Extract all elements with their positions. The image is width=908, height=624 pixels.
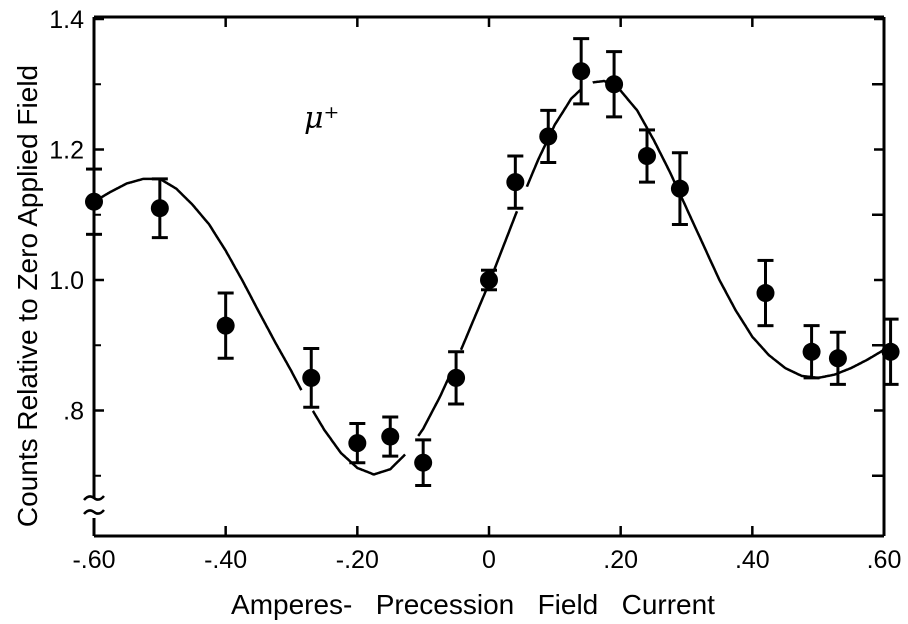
data-point [302, 368, 321, 387]
data-point-group [216, 291, 235, 360]
data-point-group [447, 350, 466, 406]
data-point-group [756, 258, 775, 328]
fit-curve-segment [311, 410, 406, 476]
data-point-group [506, 154, 525, 210]
y-axis-ticks: 1.4 1.2 1.0 .8 [49, 6, 884, 477]
data-point [638, 147, 656, 166]
data-point [480, 271, 498, 289]
fit-curve-segment [592, 79, 885, 380]
data-points [85, 37, 900, 488]
axis-break-lower [83, 509, 105, 515]
data-point [756, 284, 775, 303]
fit-curve-segment [417, 371, 453, 437]
x-tick-label: -.40 [204, 546, 247, 574]
x-tick-label: .60 [867, 546, 902, 574]
fit-curve-segment [525, 88, 583, 188]
data-point [348, 434, 367, 453]
fit-curve [93, 79, 885, 476]
data-point-group [802, 324, 821, 380]
data-point [414, 453, 433, 472]
data-point [506, 173, 525, 192]
data-point [802, 342, 821, 361]
data-point-group [828, 330, 847, 386]
axis-break-upper [83, 495, 105, 501]
data-point-group [480, 268, 498, 292]
data-point-group [85, 167, 103, 236]
x-tick-label: .20 [603, 546, 638, 574]
data-point [150, 199, 169, 218]
data-point [828, 349, 847, 368]
data-point [605, 75, 624, 94]
data-point-group [348, 422, 367, 465]
data-point-group [381, 415, 400, 458]
data-point [85, 192, 103, 211]
x-tick-label: 0 [482, 546, 496, 574]
data-point-group [150, 177, 169, 240]
x-tick-label: -.60 [72, 546, 115, 574]
data-point-group [572, 37, 591, 106]
series-annotation: μ⁺ [304, 101, 339, 136]
y-tick-label: 1.0 [49, 267, 84, 295]
data-point [216, 316, 235, 335]
data-point-group [302, 347, 321, 409]
data-point [539, 127, 558, 146]
y-axis-title: Counts Relative to Zero Applied Field [12, 65, 43, 527]
x-tick-label: .40 [735, 546, 770, 574]
y-tick-label: .8 [63, 398, 84, 426]
fit-curve-segment [93, 177, 303, 391]
data-point [572, 62, 591, 81]
data-point [447, 368, 466, 387]
data-point-group [638, 128, 656, 184]
data-point-group [539, 108, 558, 165]
data-point-group [881, 317, 900, 386]
y-tick-label: 1.2 [49, 137, 84, 165]
x-axis-ticks: -.60 -.40 -.20 0 .20 .40 .60 [72, 17, 901, 574]
x-tick-label: -.20 [336, 546, 379, 574]
data-point [881, 342, 900, 361]
data-point-group [414, 438, 433, 488]
data-point-group [670, 151, 689, 227]
data-point [670, 179, 689, 198]
y-tick-label: 1.4 [49, 6, 84, 34]
data-point-group [605, 50, 624, 119]
data-point [381, 427, 400, 446]
x-axis-title: Amperes- Precession Field Current [231, 589, 715, 620]
